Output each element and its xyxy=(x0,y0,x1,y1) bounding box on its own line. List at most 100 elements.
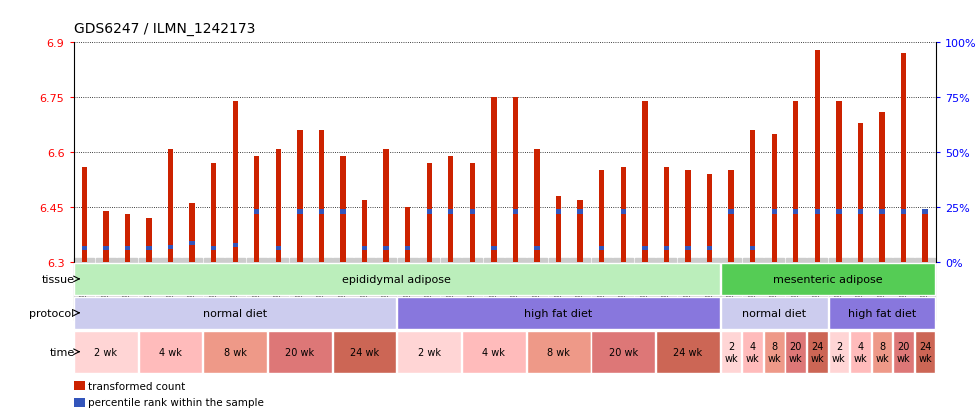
Bar xyxy=(405,246,411,251)
Text: 24
wk: 24 wk xyxy=(918,341,932,363)
Bar xyxy=(362,246,368,251)
FancyBboxPatch shape xyxy=(807,331,828,373)
Bar xyxy=(707,246,712,251)
Bar xyxy=(383,149,389,262)
Text: percentile rank within the sample: percentile rank within the sample xyxy=(88,397,264,407)
Text: 24 wk: 24 wk xyxy=(350,347,379,357)
Bar xyxy=(922,210,928,214)
Bar xyxy=(491,98,497,262)
FancyBboxPatch shape xyxy=(720,297,828,329)
Bar xyxy=(663,167,669,262)
Bar xyxy=(491,246,497,251)
Bar xyxy=(318,131,324,262)
Bar xyxy=(340,157,346,262)
Text: 2 wk: 2 wk xyxy=(417,347,441,357)
Bar xyxy=(534,246,540,251)
Text: tissue: tissue xyxy=(41,274,74,284)
Bar xyxy=(297,210,303,214)
Bar xyxy=(254,157,260,262)
Bar xyxy=(642,102,648,262)
FancyBboxPatch shape xyxy=(720,263,936,295)
FancyBboxPatch shape xyxy=(893,331,914,373)
Bar xyxy=(642,246,648,251)
Bar xyxy=(771,210,777,214)
Text: high fat diet: high fat diet xyxy=(524,308,593,318)
Bar xyxy=(620,167,626,262)
Bar xyxy=(146,218,152,262)
Bar xyxy=(814,210,820,214)
Text: time: time xyxy=(49,347,74,357)
FancyBboxPatch shape xyxy=(850,331,871,373)
FancyBboxPatch shape xyxy=(332,331,397,373)
Text: 4 wk: 4 wk xyxy=(159,347,182,357)
Bar xyxy=(275,149,281,262)
FancyBboxPatch shape xyxy=(203,331,268,373)
Bar xyxy=(318,210,324,214)
Bar xyxy=(814,51,820,262)
FancyBboxPatch shape xyxy=(914,331,936,373)
FancyBboxPatch shape xyxy=(74,331,138,373)
Bar xyxy=(858,210,863,214)
FancyBboxPatch shape xyxy=(268,331,332,373)
Text: 24
wk: 24 wk xyxy=(810,341,824,363)
FancyBboxPatch shape xyxy=(828,331,850,373)
Bar xyxy=(297,131,303,262)
Bar xyxy=(254,210,260,214)
Bar xyxy=(275,246,281,251)
Bar xyxy=(362,200,368,262)
Bar xyxy=(340,210,346,214)
FancyBboxPatch shape xyxy=(462,331,526,373)
FancyBboxPatch shape xyxy=(763,331,785,373)
Bar xyxy=(793,210,799,214)
Bar xyxy=(469,210,475,214)
Text: 8
wk: 8 wk xyxy=(767,341,781,363)
Text: 20 wk: 20 wk xyxy=(609,347,638,357)
FancyBboxPatch shape xyxy=(720,331,742,373)
Bar xyxy=(211,246,217,251)
Bar xyxy=(836,102,842,262)
Bar xyxy=(124,246,130,251)
FancyBboxPatch shape xyxy=(656,331,720,373)
Text: 4
wk: 4 wk xyxy=(854,341,867,363)
Text: 20
wk: 20 wk xyxy=(897,341,910,363)
Bar xyxy=(663,246,669,251)
Bar xyxy=(879,210,885,214)
Bar xyxy=(599,246,605,251)
Text: transformed count: transformed count xyxy=(88,381,185,391)
Text: normal diet: normal diet xyxy=(742,308,807,318)
FancyBboxPatch shape xyxy=(74,297,397,329)
Bar xyxy=(426,210,432,214)
Bar xyxy=(685,171,691,262)
Text: 4
wk: 4 wk xyxy=(746,341,760,363)
Text: 20 wk: 20 wk xyxy=(285,347,315,357)
FancyBboxPatch shape xyxy=(397,297,720,329)
Text: 2
wk: 2 wk xyxy=(832,341,846,363)
FancyBboxPatch shape xyxy=(742,331,763,373)
Bar xyxy=(685,246,691,251)
Bar xyxy=(728,171,734,262)
Bar xyxy=(103,246,109,251)
FancyBboxPatch shape xyxy=(526,331,591,373)
Bar xyxy=(469,164,475,262)
Bar xyxy=(577,210,583,214)
Text: 2 wk: 2 wk xyxy=(94,347,118,357)
Bar xyxy=(750,131,756,262)
Bar xyxy=(124,215,130,262)
Bar xyxy=(405,208,411,262)
FancyBboxPatch shape xyxy=(871,331,893,373)
Bar xyxy=(901,210,906,214)
Bar xyxy=(836,210,842,214)
Bar xyxy=(556,210,562,214)
Text: 8 wk: 8 wk xyxy=(223,347,247,357)
Bar xyxy=(577,200,583,262)
Text: 24 wk: 24 wk xyxy=(673,347,703,357)
Bar xyxy=(448,210,454,214)
Bar xyxy=(534,149,540,262)
Bar xyxy=(81,167,87,262)
Bar xyxy=(168,245,173,249)
Bar xyxy=(513,210,518,214)
Bar xyxy=(728,210,734,214)
Text: 20
wk: 20 wk xyxy=(789,341,803,363)
Bar xyxy=(146,246,152,251)
FancyBboxPatch shape xyxy=(74,263,720,295)
